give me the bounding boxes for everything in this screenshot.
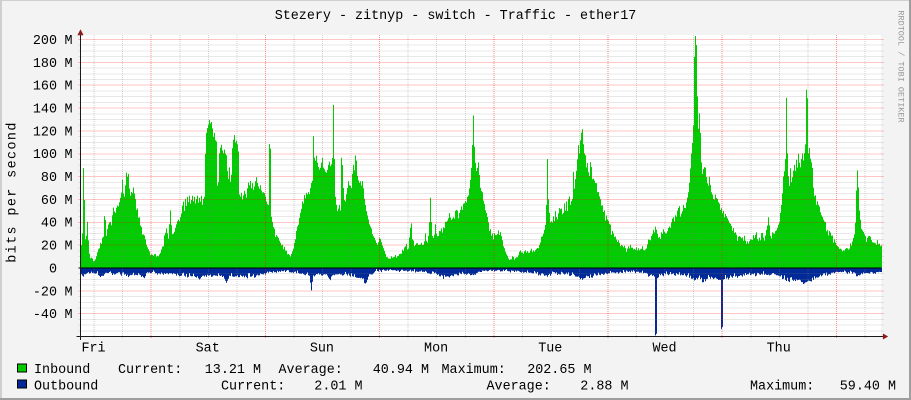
svg-text:M: M [64,217,72,232]
svg-text:13.21 M: 13.21 M [205,363,261,378]
svg-text:160: 160 [33,80,57,95]
svg-text:Average:: Average: [487,379,551,394]
svg-text:bits per second: bits per second [5,121,20,263]
svg-text:Current:: Current: [118,363,182,378]
svg-text:M: M [64,80,72,95]
svg-text:40.94 M: 40.94 M [373,363,429,378]
svg-text:RRDTOOL / TOBI OETIKER: RRDTOOL / TOBI OETIKER [896,10,906,122]
svg-text:59.40 M: 59.40 M [840,379,896,394]
svg-text:M: M [64,125,72,140]
svg-text:2.88 M: 2.88 M [580,379,628,394]
svg-text:Wed: Wed [652,342,676,357]
svg-text:20: 20 [41,240,57,255]
svg-text:Fri: Fri [81,342,105,357]
svg-text:Mon: Mon [424,342,448,357]
svg-text:Thu: Thu [767,342,791,357]
svg-text:Inbound: Inbound [34,363,90,378]
svg-text:Average:: Average: [279,363,343,378]
svg-text:M: M [64,148,72,163]
svg-text:M: M [64,194,72,209]
svg-text:60: 60 [41,194,57,209]
svg-text:2.01 M: 2.01 M [314,379,362,394]
svg-text:M: M [64,57,72,72]
svg-text:Stezery - zitnyp - switch - Tr: Stezery - zitnyp - switch - Traffic - et… [275,9,637,24]
svg-text:M: M [64,102,72,117]
svg-text:Sat: Sat [196,342,220,357]
svg-text:M: M [64,308,72,323]
svg-text:M: M [64,240,72,255]
svg-text:120: 120 [33,125,57,140]
svg-text:Maximum:: Maximum: [750,379,814,394]
svg-text:-20: -20 [33,285,57,300]
svg-text:M: M [64,285,72,300]
svg-text:M: M [64,171,72,186]
svg-text:Tue: Tue [538,342,562,357]
svg-text:Maximum:: Maximum: [442,363,506,378]
svg-text:202.65 M: 202.65 M [527,363,591,378]
svg-text:Current:: Current: [221,379,285,394]
svg-text:40: 40 [41,217,57,232]
svg-text:M: M [64,34,72,49]
svg-text:180: 180 [33,57,57,72]
svg-text:80: 80 [41,171,57,186]
svg-text:100: 100 [33,148,57,163]
svg-text:Outbound: Outbound [34,379,98,394]
svg-text:140: 140 [33,102,57,117]
svg-text:0: 0 [49,262,57,277]
svg-text:Sun: Sun [310,342,334,357]
svg-text:200: 200 [33,34,57,49]
svg-text:-40: -40 [33,308,57,323]
